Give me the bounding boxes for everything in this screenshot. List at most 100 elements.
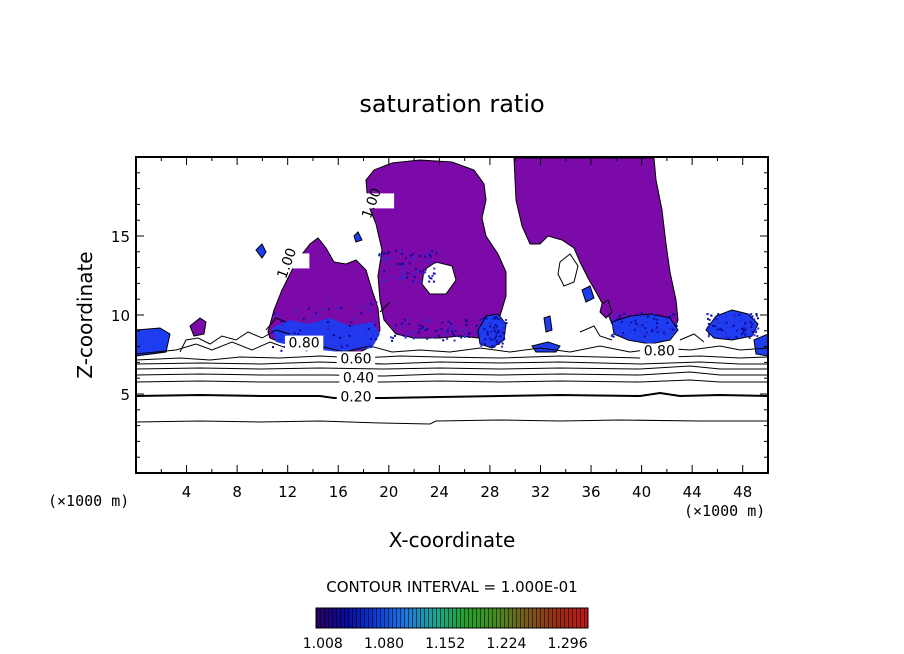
speckle: [370, 302, 373, 305]
speckle: [297, 332, 300, 335]
speckle: [327, 308, 330, 311]
speckle: [638, 315, 641, 318]
speckle: [756, 317, 759, 320]
speckle: [402, 277, 405, 280]
speckle: [400, 252, 403, 255]
speckle: [448, 326, 451, 329]
speckle: [751, 315, 754, 318]
speckle: [396, 263, 399, 266]
speckle: [477, 324, 480, 327]
speckle: [501, 345, 504, 348]
speckle: [630, 321, 633, 324]
colorbar-tick-labels: 1.008 1.080 1.152 1.224 1.296: [303, 636, 588, 652]
speckle: [755, 331, 758, 334]
speckle: [494, 323, 497, 326]
speckle: [749, 321, 752, 324]
speckle: [492, 326, 495, 329]
speckle: [370, 338, 373, 341]
speckle: [463, 331, 466, 334]
speckle: [383, 252, 386, 255]
speckle: [446, 330, 449, 333]
speckle: [491, 330, 494, 333]
speckle: [484, 338, 487, 341]
speckle: [367, 327, 370, 330]
speckle: [380, 258, 383, 261]
speckle: [653, 312, 656, 315]
speckle: [653, 314, 656, 317]
speckle: [475, 324, 478, 327]
speckle: [415, 270, 418, 273]
speckle: [754, 329, 757, 332]
speckle: [502, 320, 505, 323]
speckle: [348, 334, 351, 337]
speckle: [370, 345, 373, 348]
speckle: [674, 329, 677, 332]
speckle: [408, 262, 411, 265]
speckle: [483, 323, 486, 326]
speckle: [623, 312, 626, 315]
speckle: [615, 313, 618, 316]
speckle: [744, 333, 747, 336]
speckle: [620, 320, 623, 323]
speckle: [501, 342, 504, 345]
speckle: [725, 321, 728, 324]
speckle: [428, 319, 431, 322]
speckle: [748, 336, 751, 339]
speckle: [749, 313, 752, 316]
speckle: [645, 331, 648, 334]
speckle: [369, 309, 372, 312]
speckle: [382, 279, 385, 282]
speckle: [336, 306, 339, 309]
fill-region-small-d: [599, 299, 613, 319]
speckle: [400, 325, 403, 328]
speckle: [349, 324, 352, 327]
speckle: [657, 330, 660, 333]
contour-label: 0.80: [644, 344, 675, 360]
speckle: [430, 251, 433, 254]
speckle: [432, 280, 435, 283]
speckle: [412, 331, 415, 334]
speckle: [615, 314, 618, 317]
speckle: [497, 329, 500, 332]
speckle: [272, 330, 275, 333]
fill-region-tower-b-gap: [557, 253, 579, 287]
speckle: [503, 329, 506, 332]
speckle: [489, 337, 492, 340]
speckle: [309, 333, 312, 336]
speckle: [435, 252, 438, 255]
speckle: [633, 328, 636, 331]
contour-lines: [136, 301, 768, 425]
speckle: [340, 307, 343, 310]
speckle: [706, 326, 709, 329]
fill-region-small-e: [581, 285, 595, 303]
speckle: [707, 322, 710, 325]
speckle: [420, 280, 423, 283]
speckle: [422, 272, 425, 275]
contour-line-0.50: [136, 365, 768, 370]
speckle: [414, 267, 417, 270]
speckle: [333, 333, 336, 336]
speckle: [735, 336, 738, 339]
speckle: [402, 265, 405, 268]
speckle: [315, 311, 318, 314]
speckle: [734, 315, 737, 318]
speckle: [495, 325, 498, 328]
speckle: [646, 321, 649, 324]
speckle: [714, 318, 717, 321]
speckle: [480, 319, 483, 322]
speckle: [339, 336, 342, 339]
speckle: [652, 328, 655, 331]
speckle: [455, 330, 458, 333]
speckle: [302, 318, 305, 321]
speckle: [485, 317, 488, 320]
speckle: [407, 323, 410, 326]
speckle: [417, 336, 420, 339]
speckle: [386, 252, 389, 255]
colorbar-tick-label: 1.008: [303, 636, 343, 652]
speckle: [732, 324, 735, 327]
colorbar-tick-label: 1.296: [548, 636, 588, 652]
speckle: [711, 325, 714, 328]
speckle: [423, 320, 426, 323]
speckle: [750, 329, 753, 332]
x-tick-label: 48: [733, 483, 752, 501]
